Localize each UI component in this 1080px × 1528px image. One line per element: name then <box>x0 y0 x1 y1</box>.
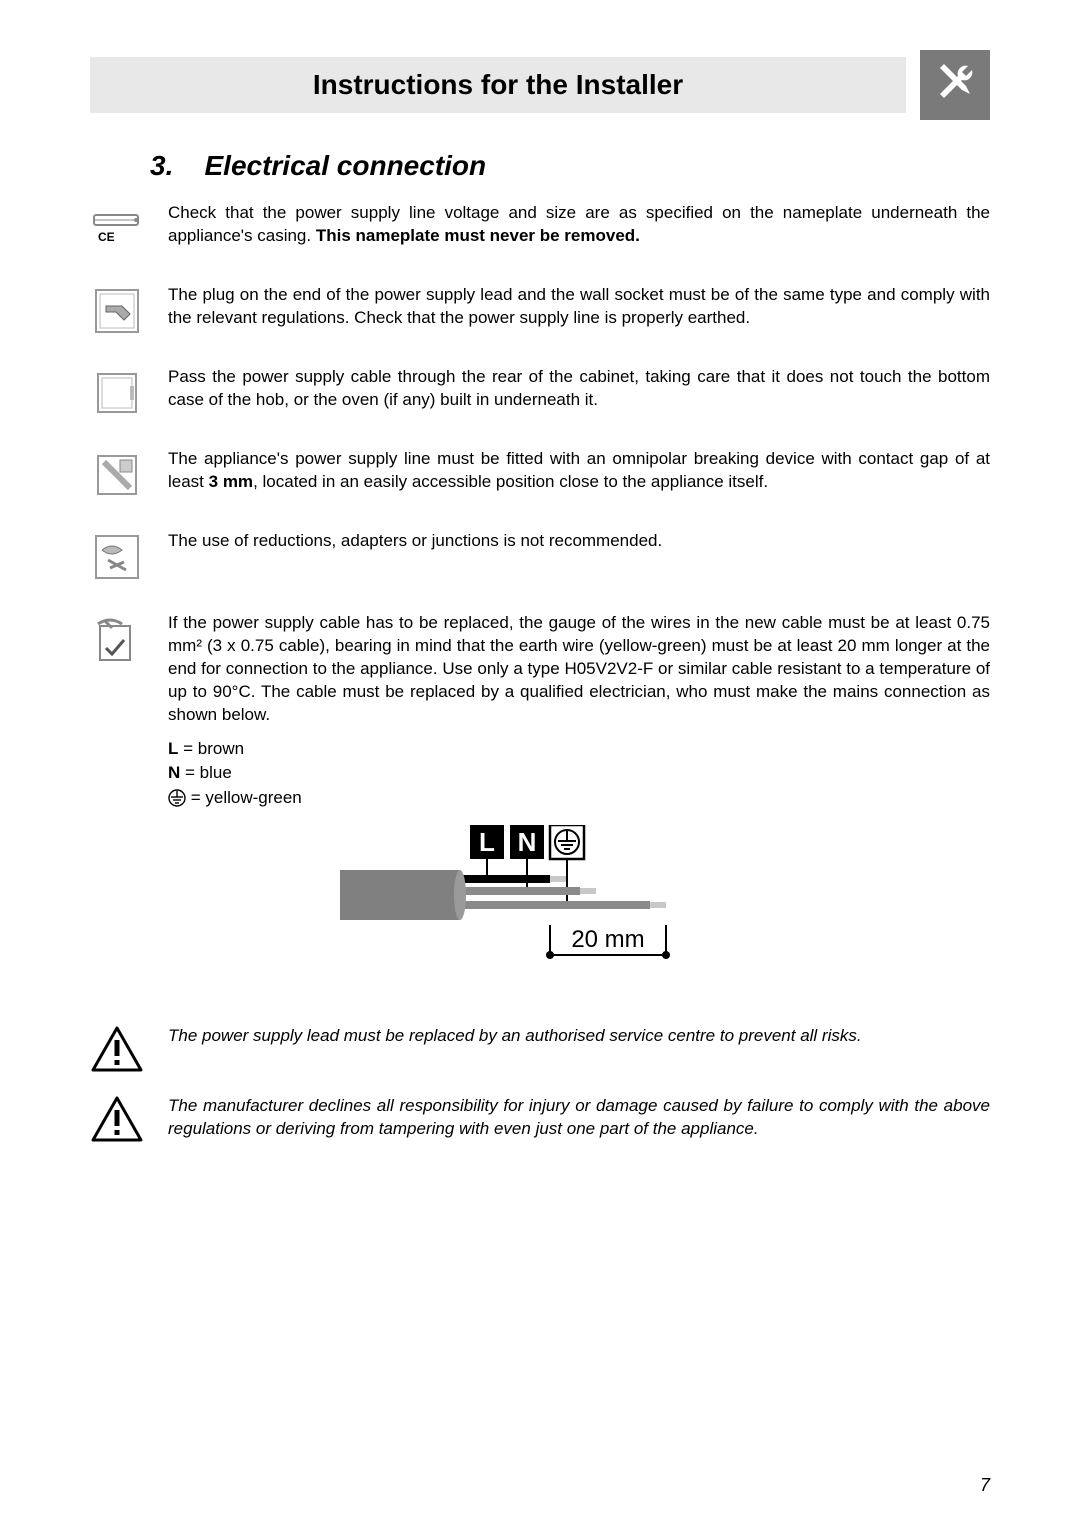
instruction-row: The use of reductions, adapters or junct… <box>90 530 990 584</box>
instruction-text: The appliance's power supply line must b… <box>168 448 990 494</box>
section-title: 3. Electrical connection <box>150 150 990 182</box>
instruction-text: Check that the power supply line voltage… <box>168 202 990 248</box>
instruction-row: CE Check that the power supply line volt… <box>90 202 990 256</box>
p1b: This nameplate must never be removed. <box>316 226 640 245</box>
instruction-row: If the power supply cable has to be repl… <box>90 612 990 815</box>
section-number: 3. <box>150 150 173 181</box>
p4b: 3 mm <box>209 472 253 491</box>
section-name: Electrical connection <box>204 150 486 181</box>
instruction-text: The plug on the end of the power supply … <box>168 284 990 330</box>
instruction-row: The appliance's power supply line must b… <box>90 448 990 502</box>
header-title: Instructions for the Installer <box>90 57 906 113</box>
nameplate-icon: CE <box>90 202 144 256</box>
diagram-measure: 20 mm <box>571 926 644 953</box>
p4c: , located in an easily accessible positi… <box>253 472 768 491</box>
cabinet-icon <box>90 366 144 420</box>
p6: If the power supply cable has to be repl… <box>168 613 990 724</box>
instruction-text: If the power supply cable has to be repl… <box>168 612 990 815</box>
legend-L-label: L <box>168 739 178 758</box>
warning-row: The power supply lead must be replaced b… <box>90 1025 990 1073</box>
earth-icon <box>168 789 186 815</box>
page: Instructions for the Installer 3. Electr… <box>0 0 1080 1528</box>
legend-L-value: = brown <box>178 739 244 758</box>
plug-icon <box>90 284 144 338</box>
legend-N-value: = blue <box>180 763 232 782</box>
instruction-row: Pass the power supply cable through the … <box>90 366 990 420</box>
instruction-text: The use of reductions, adapters or junct… <box>168 530 990 553</box>
cable-notes-icon <box>90 612 144 666</box>
warning-row: The manufacturer declines all responsibi… <box>90 1095 990 1143</box>
instruction-row: The plug on the end of the power supply … <box>90 284 990 338</box>
header-row: Instructions for the Installer <box>90 50 990 120</box>
legend-E-value: = yellow-green <box>186 788 302 807</box>
instruction-text: Pass the power supply cable through the … <box>168 366 990 412</box>
cable-diagram: L N <box>90 825 990 995</box>
diagram-N: N <box>518 827 537 857</box>
warning-text: The manufacturer declines all responsibi… <box>168 1095 990 1141</box>
svg-text:CE: CE <box>98 230 115 244</box>
page-number: 7 <box>980 1475 990 1496</box>
warning-text: The power supply lead must be replaced b… <box>168 1025 990 1048</box>
breaker-icon <box>90 448 144 502</box>
tools-icon <box>920 50 990 120</box>
warning-icon <box>90 1095 144 1143</box>
warning-icon <box>90 1025 144 1073</box>
legend-N-label: N <box>168 763 180 782</box>
wire-legend: L = brown N = blue = yellow-green <box>168 737 990 815</box>
diagram-L: L <box>479 827 495 857</box>
no-adapter-icon <box>90 530 144 584</box>
